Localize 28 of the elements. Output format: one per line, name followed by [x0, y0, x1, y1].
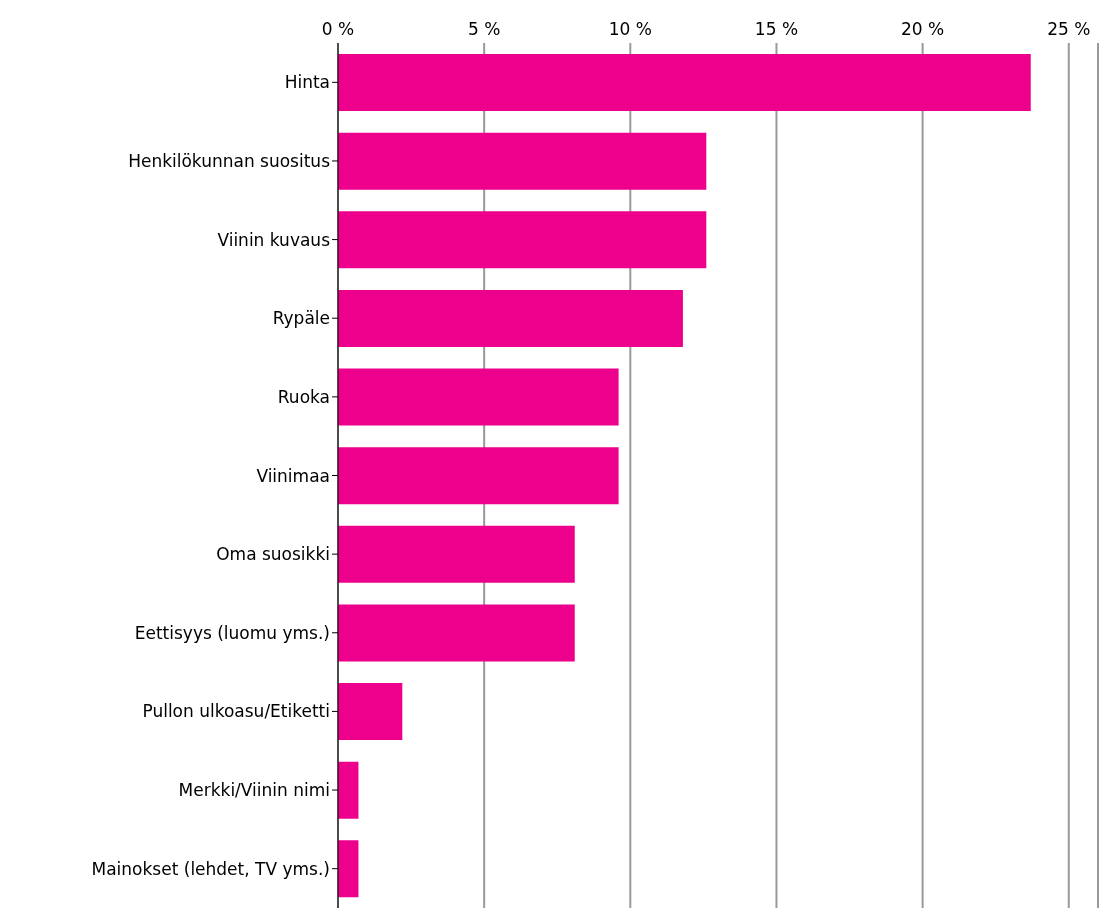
y-tick-label: Pullon ulkoasu/Etiketti: [142, 701, 330, 722]
y-tick-label: Ruoka: [277, 386, 330, 407]
bar: [338, 683, 403, 741]
y-tick-label: Merkki/Viinin nimi: [178, 780, 330, 801]
y-tick-label: Viinimaa: [256, 465, 330, 486]
x-tick-label: 15 %: [754, 19, 799, 39]
bar: [338, 447, 619, 505]
bar: [338, 525, 575, 583]
bar: [338, 761, 359, 819]
y-tick-label: Viinin kuvaus: [217, 229, 331, 250]
bar: [338, 211, 707, 269]
bar: [338, 132, 707, 190]
y-tick-label: Henkilökunnan suositus: [128, 150, 331, 171]
bar: [338, 840, 359, 898]
x-tick-label: 0 %: [321, 19, 355, 39]
bar: [338, 289, 683, 347]
x-tick-label: 20 %: [901, 19, 945, 39]
y-tick-label: Eettisyys (luomu yms.): [134, 622, 330, 643]
y-tick-label: Rypäle: [272, 308, 330, 329]
x-tick-label: 10 %: [608, 19, 652, 39]
bar: [338, 368, 619, 426]
bar: [338, 54, 1031, 112]
y-tick-label: Hinta: [284, 72, 330, 93]
x-tick-label: 5 %: [467, 19, 501, 39]
bar: [338, 604, 575, 662]
x-tick-label: 25 %: [1047, 19, 1091, 39]
y-tick-label: Mainokset (lehdet, TV yms.): [91, 858, 330, 879]
y-tick-label: Oma suosikki: [216, 544, 330, 565]
